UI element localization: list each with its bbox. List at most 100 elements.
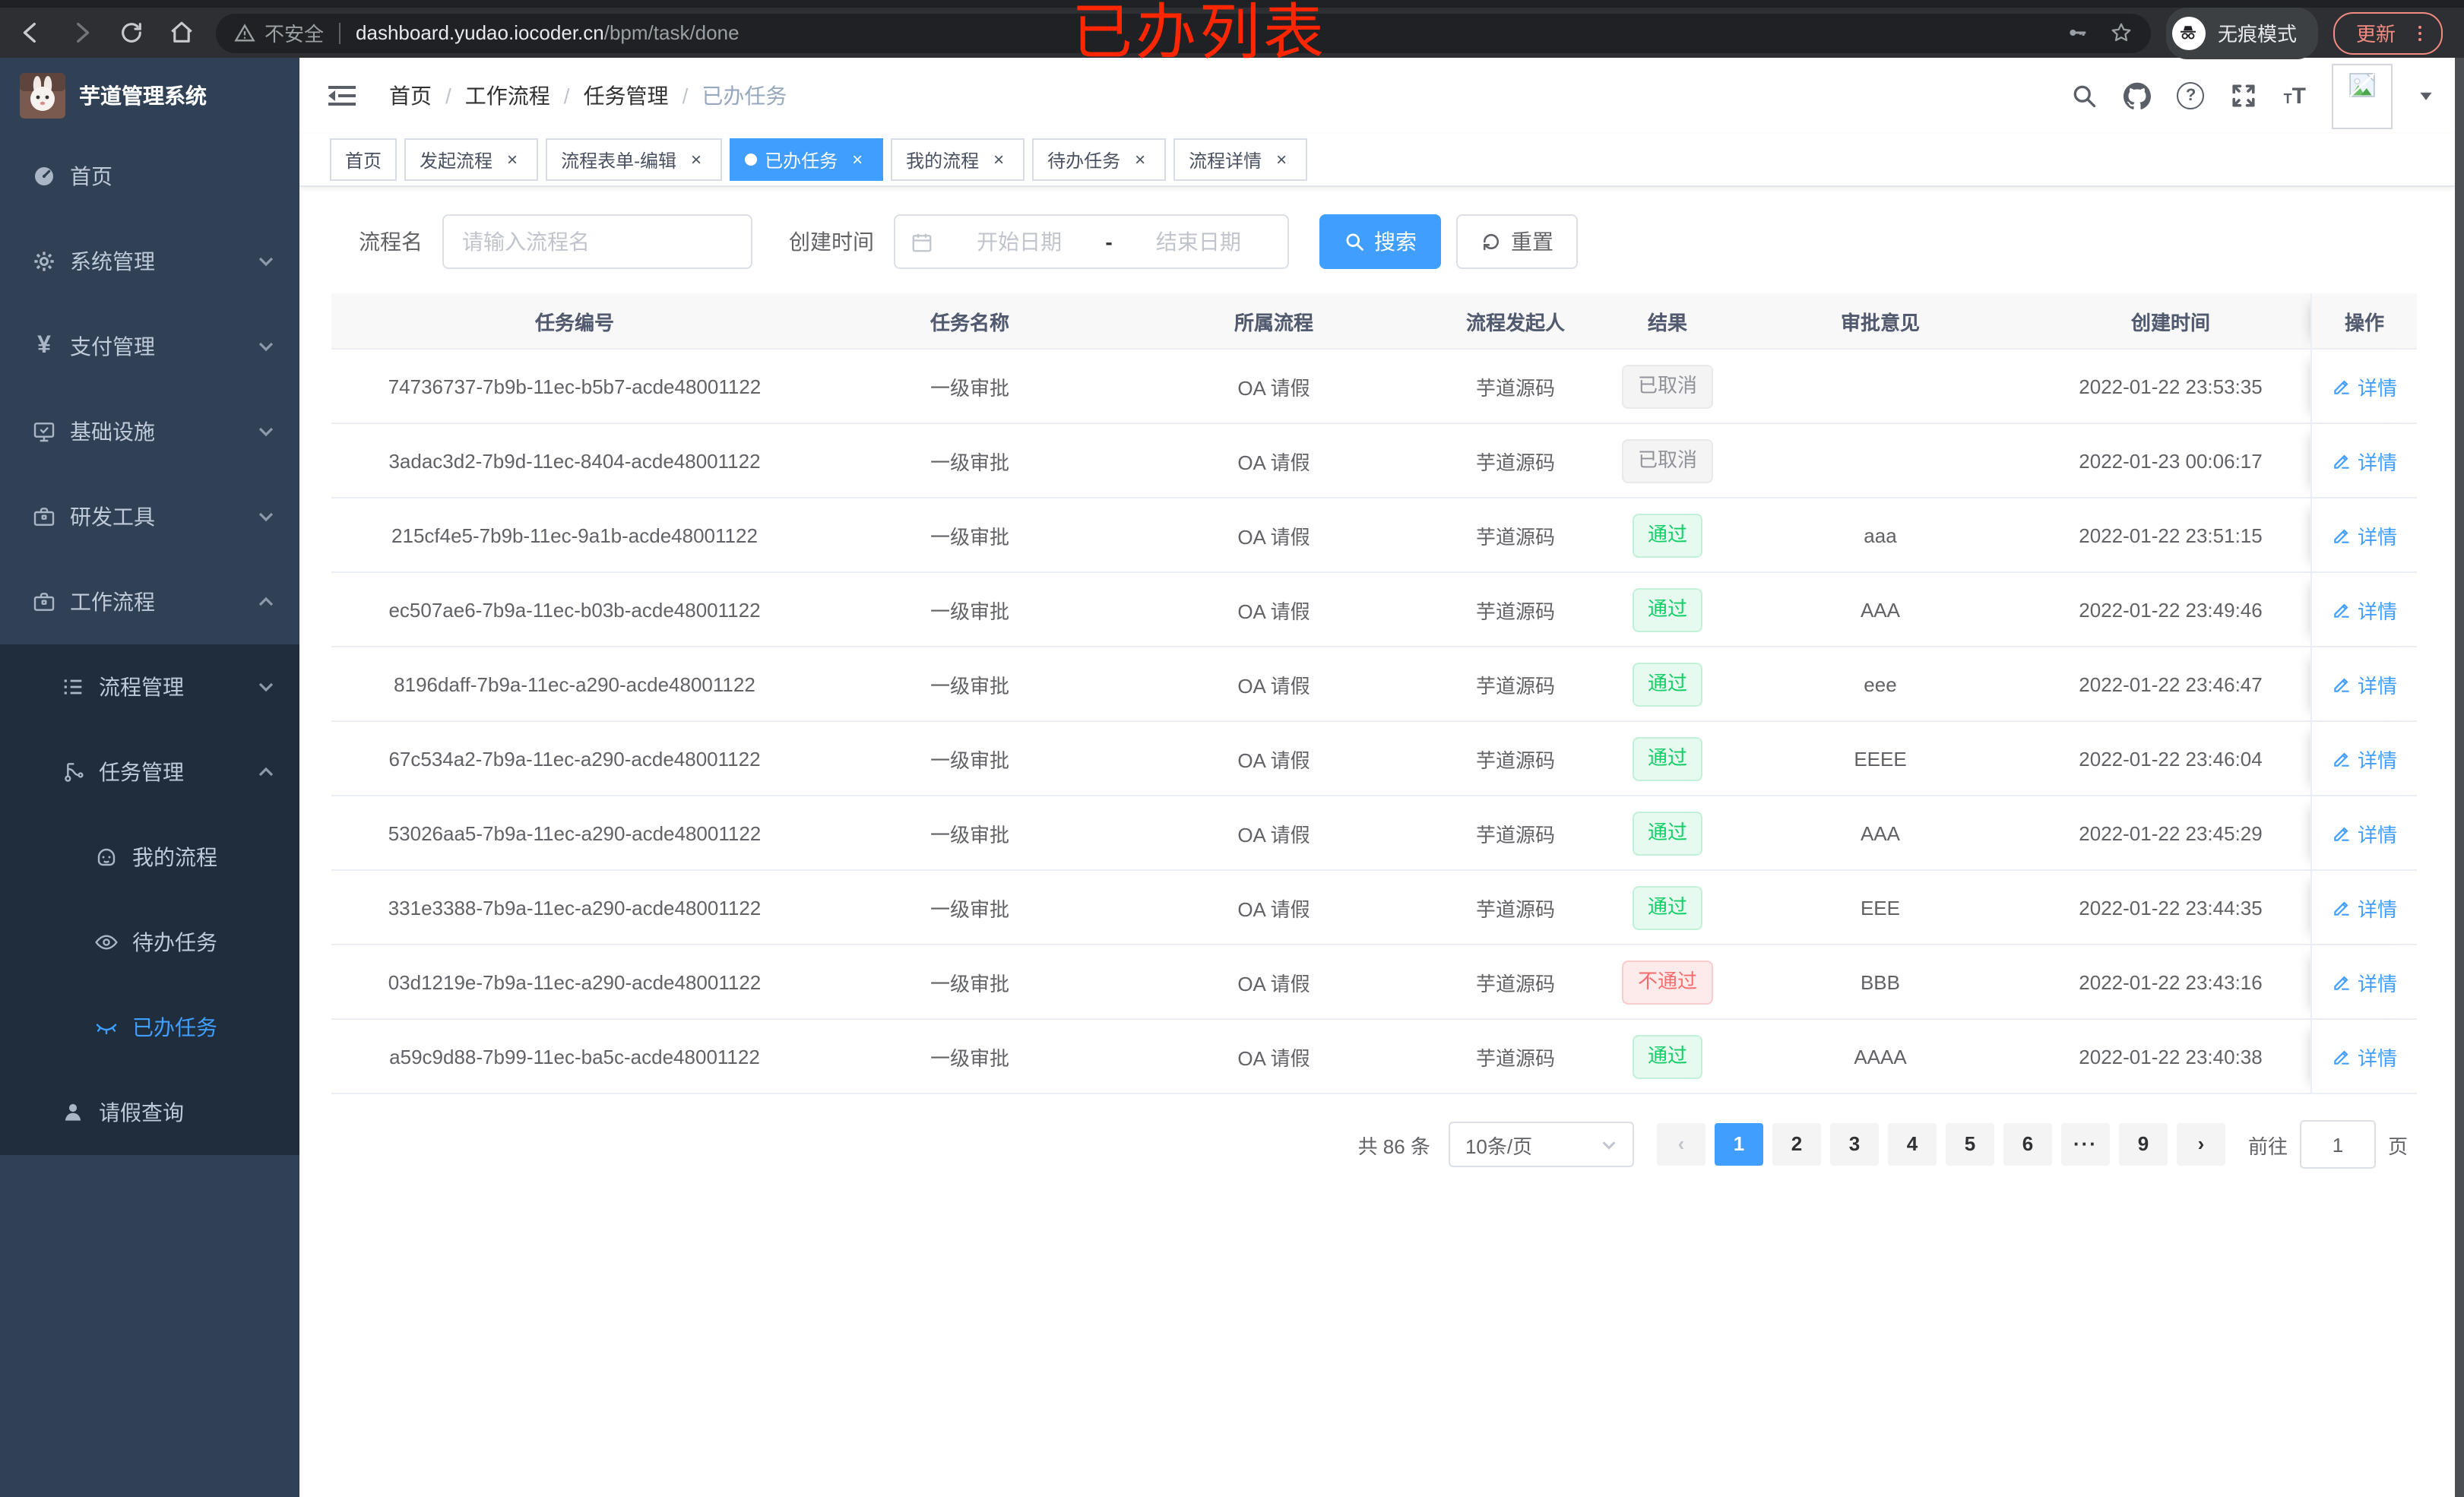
cell-actions: 详情 <box>2310 1020 2417 1094</box>
detail-link[interactable]: 详情 <box>2332 967 2397 996</box>
bookmark-star-icon[interactable] <box>2110 21 2133 44</box>
page-button[interactable]: 4 <box>1887 1123 1937 1166</box>
monitor-check-icon <box>33 423 55 442</box>
breadcrumb-item[interactable]: 工作流程 <box>464 84 550 108</box>
window-scrollbar[interactable] <box>2455 58 2464 1497</box>
tab-item[interactable]: 流程表单-编辑 × <box>546 138 723 181</box>
sidebar-item-infra[interactable]: 基础设施 <box>0 389 299 474</box>
tab-close-icon[interactable]: × <box>1276 149 1287 170</box>
sidebar-item-payment[interactable]: ¥ 支付管理 <box>0 304 299 389</box>
page-button[interactable]: 1 <box>1714 1123 1763 1166</box>
help-icon[interactable]: ? <box>2177 82 2205 109</box>
tab-item[interactable]: 待办任务 × <box>1032 138 1167 181</box>
create-time-label: 创建时间 <box>789 229 874 254</box>
sidebar-item-task-mgmt[interactable]: 任务管理 <box>0 730 299 815</box>
cell-result: 通过 <box>1605 498 1730 573</box>
pager-prev-button[interactable]: ‹ <box>1656 1123 1705 1166</box>
pager-ellipsis[interactable]: ··· <box>2060 1123 2110 1166</box>
page-button[interactable]: 3 <box>1829 1123 1879 1166</box>
sidebar-item-devtools[interactable]: 研发工具 <box>0 474 299 559</box>
start-date-placeholder[interactable]: 开始日期 <box>977 229 1063 254</box>
forward-icon[interactable] <box>68 20 94 46</box>
sidebar-item-system[interactable]: 系统管理 <box>0 219 299 304</box>
detail-link[interactable]: 详情 <box>2332 595 2397 624</box>
tab-close-icon[interactable]: × <box>852 149 863 170</box>
sidebar-collapse-icon[interactable] <box>328 82 356 109</box>
detail-link[interactable]: 详情 <box>2332 372 2397 400</box>
avatar[interactable] <box>2332 63 2393 128</box>
update-button[interactable]: 更新 <box>2333 11 2443 54</box>
tab-item[interactable]: 流程详情 × <box>1173 138 1308 181</box>
goto-page-input[interactable] <box>2299 1120 2376 1169</box>
briefcase-icon <box>33 593 55 611</box>
key-icon[interactable] <box>2066 21 2089 44</box>
sidebar-item-home[interactable]: 首页 <box>0 134 299 219</box>
search-button[interactable]: 搜索 <box>1319 214 1441 269</box>
page-jumper: 前往 页 <box>2248 1120 2408 1169</box>
detail-link[interactable]: 详情 <box>2332 893 2397 922</box>
detail-link[interactable]: 详情 <box>2332 446 2397 475</box>
sidebar-item-process-mgmt[interactable]: 流程管理 <box>0 644 299 730</box>
security-label[interactable]: 不安全 <box>264 23 325 46</box>
home-icon[interactable] <box>169 20 195 46</box>
fullscreen-icon[interactable] <box>2231 82 2258 109</box>
page-button[interactable]: 6 <box>2003 1123 2052 1166</box>
cell-task-name: 一级审批 <box>818 647 1122 722</box>
tab-item[interactable]: 首页 <box>330 138 397 181</box>
sidebar-item-workflow[interactable]: 工作流程 <box>0 559 299 644</box>
tab-close-icon[interactable]: × <box>507 149 518 170</box>
tab-close-icon[interactable]: × <box>691 149 702 170</box>
col-starter: 流程发起人 <box>1426 293 1605 350</box>
detail-link[interactable]: 详情 <box>2332 1042 2397 1071</box>
result-badge: 不通过 <box>1622 960 1712 1004</box>
sidebar-item-done-tasks[interactable]: 已办任务 <box>0 985 299 1070</box>
tab-close-icon[interactable]: × <box>993 149 1005 170</box>
chevron-down-icon <box>1602 1141 1616 1149</box>
back-icon[interactable] <box>18 20 44 46</box>
search-icon[interactable] <box>2071 82 2098 109</box>
sidebar-item-leave-query[interactable]: 请假查询 <box>0 1070 299 1155</box>
url-text[interactable]: dashboard.yudao.iocoder.cn/bpm/task/done <box>356 21 740 44</box>
end-date-placeholder[interactable]: 结束日期 <box>1155 229 1241 254</box>
cell-opinion: aaa <box>1730 498 2031 573</box>
detail-link[interactable]: 详情 <box>2332 744 2397 773</box>
sidebar-item-my-process[interactable]: 我的流程 <box>0 815 299 900</box>
page-button[interactable]: 2 <box>1772 1123 1821 1166</box>
cell-task-id: a59c9d88-7b99-11ec-ba5c-acde48001122 <box>331 1020 818 1094</box>
pager-next-button[interactable]: › <box>2176 1123 2225 1166</box>
reset-button[interactable]: 重置 <box>1456 214 1578 269</box>
page-button[interactable]: 5 <box>1945 1123 1994 1166</box>
cell-created: 2022-01-22 23:40:38 <box>2031 1020 2310 1094</box>
detail-link[interactable]: 详情 <box>2332 818 2397 847</box>
font-size-icon[interactable]: TT <box>2283 83 2306 109</box>
sidebar-logo[interactable]: 芋道管理系统 <box>0 58 299 134</box>
cell-created: 2022-01-22 23:46:04 <box>2031 722 2310 796</box>
tab-item[interactable]: 我的流程 × <box>891 138 1025 181</box>
github-icon[interactable] <box>2124 82 2152 109</box>
address-bar[interactable]: 不安全 dashboard.yudao.iocoder.cn/bpm/task/… <box>216 13 2151 52</box>
edit-pencil-icon <box>2334 454 2349 468</box>
detail-link[interactable]: 详情 <box>2332 521 2397 549</box>
tab-item[interactable]: 已办任务 × <box>730 138 884 181</box>
chevron-down-icon <box>258 342 274 352</box>
avatar-caret-icon[interactable] <box>2418 88 2434 103</box>
breadcrumb-item[interactable]: 首页 <box>389 84 432 108</box>
breadcrumb-item[interactable]: 任务管理 <box>583 84 669 108</box>
cell-task-id: 03d1219e-7b9a-11ec-a290-acde48001122 <box>331 945 818 1020</box>
date-range-picker[interactable]: 开始日期 - 结束日期 <box>894 214 1289 269</box>
detail-link[interactable]: 详情 <box>2332 669 2397 698</box>
cell-task-id: 8196daff-7b9a-11ec-a290-acde48001122 <box>331 647 818 722</box>
sidebar-item-todo-tasks[interactable]: 待办任务 <box>0 900 299 985</box>
cell-task-id: 53026aa5-7b9a-11ec-a290-acde48001122 <box>331 796 818 871</box>
cell-starter: 芋道源码 <box>1426 498 1605 573</box>
browser-menu-icon[interactable] <box>2411 22 2429 43</box>
reload-icon[interactable] <box>119 20 144 46</box>
page-size-select[interactable]: 10条/页 <box>1448 1122 1634 1167</box>
tab-item[interactable]: 发起流程 × <box>404 138 539 181</box>
table-row: 215cf4e5-7b9b-11ec-9a1b-acde48001122 一级审批… <box>331 498 2417 573</box>
process-name-input[interactable] <box>442 214 752 269</box>
result-badge: 通过 <box>1632 587 1702 631</box>
page-button[interactable]: 9 <box>2118 1123 2168 1166</box>
tab-close-icon[interactable]: × <box>1135 149 1146 170</box>
